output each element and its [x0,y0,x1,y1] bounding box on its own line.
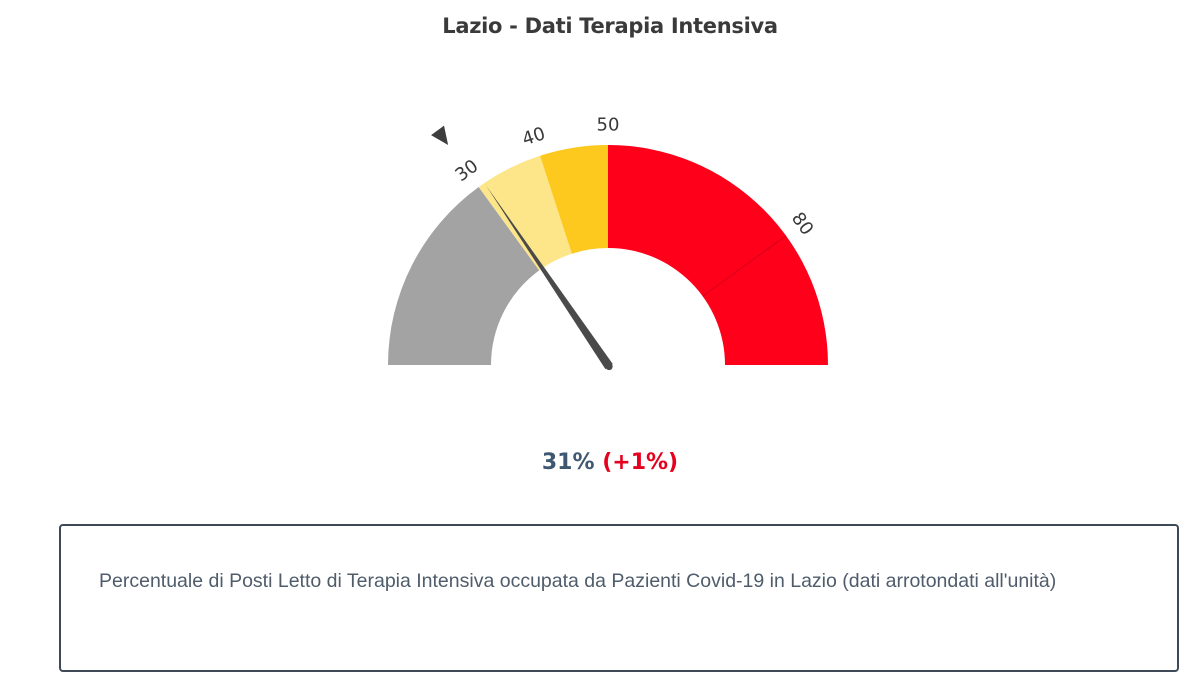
gauge-value-delta: (+1%) [602,450,679,475]
threshold-marker-icon [431,125,449,145]
gauge-needle-pivot [605,363,613,371]
gauge-tick-label: 30 [451,156,482,186]
gauge-band-2 [540,145,608,254]
gauge-threshold-marker [431,125,449,145]
gauge-band-1 [478,155,572,271]
description-box: Percentuale di Posti Letto di Terapia In… [59,524,1179,672]
gauge-tick-label: 40 [520,123,548,150]
description-text: Percentuale di Posti Letto di Terapia In… [99,570,1057,592]
gauge-needle-pointer [486,185,613,370]
gauge-band-3 [608,145,828,365]
chart-title: Lazio - Dati Terapia Intensiva [442,14,778,38]
gauge-dividers [702,235,787,297]
gauge-bands [388,145,828,365]
gauge-needle [486,185,613,371]
gauge-band-0 [388,187,540,365]
gauge-chart: 30 40 50 80 [388,115,828,371]
gauge-divider [702,235,787,297]
gauge-value-readout: 31% (+1%) [0,450,1200,475]
gauge-tick-label: 80 [787,208,817,239]
gauge-tick-label: 50 [597,115,620,136]
gauge-value-current: 31% [541,450,595,475]
